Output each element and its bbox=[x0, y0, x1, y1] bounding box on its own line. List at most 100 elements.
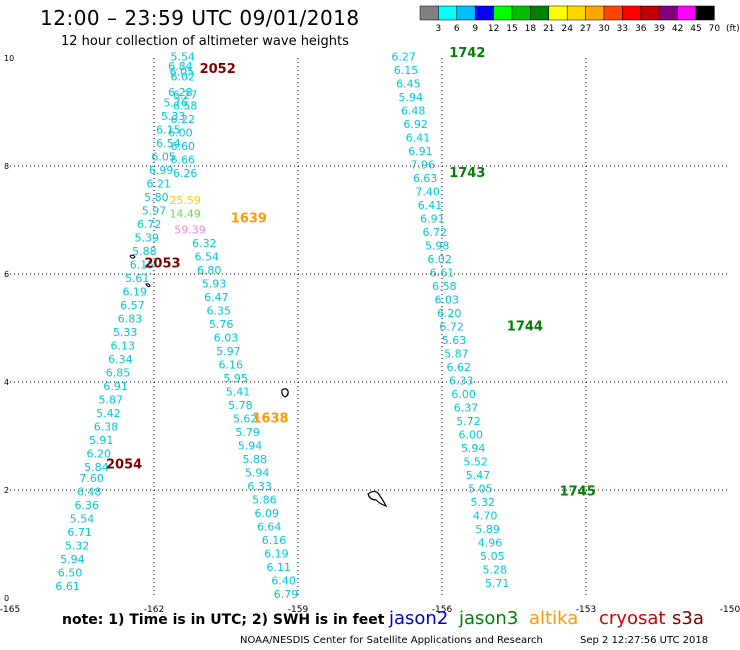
wave-height-label: 5.94 bbox=[245, 467, 270, 480]
wave-height-label: 5.41 bbox=[226, 386, 251, 399]
time-label: 1638 bbox=[252, 412, 288, 427]
time-label: 2053 bbox=[144, 257, 180, 272]
wave-height-label: 59.39 bbox=[174, 224, 206, 237]
wave-height-label: 6.33 bbox=[247, 480, 272, 493]
legend-label: 70 bbox=[709, 24, 721, 34]
timestamp-text: Sep 2 12:27:56 UTC 2018 bbox=[580, 635, 709, 646]
time-label: 1744 bbox=[507, 320, 543, 335]
wave-height-label: 6.72 bbox=[439, 321, 464, 334]
wave-height-label: 5.33 bbox=[113, 326, 138, 339]
wave-height-label: 5.95 bbox=[223, 372, 248, 385]
wave-height-label: 6.48 bbox=[401, 105, 426, 118]
y-tick-label: 2 bbox=[4, 486, 9, 495]
wave-height-label: 5.32 bbox=[471, 496, 496, 509]
wave-height-label: 6.00 bbox=[168, 126, 193, 139]
wave-height-label: 6.02 bbox=[427, 253, 452, 266]
time-label: 1639 bbox=[231, 212, 267, 227]
y-tick-label: 4 bbox=[4, 378, 9, 387]
x-tick-label: -156 bbox=[432, 605, 453, 615]
legend-label: 27 bbox=[580, 24, 591, 34]
time-label: 2054 bbox=[106, 457, 142, 472]
wave-height-label: 5.88 bbox=[132, 245, 157, 258]
wave-height-label: 5.97 bbox=[142, 205, 167, 218]
wave-height-label: 6.64 bbox=[257, 521, 282, 534]
wave-height-label: 6.71 bbox=[67, 526, 92, 539]
wave-height-label: 5.86 bbox=[252, 494, 277, 507]
legend-cryosat: cryosat bbox=[599, 608, 666, 629]
wave-height-label: 6.91 bbox=[408, 145, 433, 158]
wave-height-label: 6.58 bbox=[432, 280, 457, 293]
legend-label: 24 bbox=[561, 24, 573, 34]
wave-height-label: 6.19 bbox=[264, 548, 289, 561]
legend-swatch bbox=[456, 5, 476, 21]
time-label: 1742 bbox=[449, 46, 485, 61]
wave-height-label: 5.05 bbox=[468, 483, 493, 496]
x-tick-label: -162 bbox=[144, 605, 164, 615]
wave-height-label: 6.28 bbox=[168, 86, 193, 99]
data-points: 5.546.846.056.026.286.275.766.585.336.22… bbox=[55, 51, 509, 601]
wave-height-label: 6.37 bbox=[454, 402, 479, 415]
wave-height-label: 5.61 bbox=[125, 272, 150, 285]
legend-swatch bbox=[658, 5, 678, 21]
legend-swatch bbox=[548, 5, 568, 21]
wave-height-label: 5.94 bbox=[238, 440, 263, 453]
wave-height-label: 5.54 bbox=[171, 51, 196, 64]
wave-height-label: 6.22 bbox=[171, 113, 196, 126]
wave-height-label: 6.61 bbox=[55, 580, 80, 593]
wave-height-label: 5.88 bbox=[243, 453, 268, 466]
time-label: 1743 bbox=[449, 166, 485, 181]
wave-height-label: 6.80 bbox=[197, 264, 222, 277]
legend-swatch bbox=[622, 5, 642, 21]
legend-jason3: jason3 bbox=[459, 608, 519, 629]
wave-height-label: 6.05 bbox=[170, 65, 195, 78]
legend-label: 33 bbox=[617, 24, 628, 34]
wave-height-label: 6.27 bbox=[173, 89, 198, 102]
wave-height-label: 6.27 bbox=[391, 51, 416, 64]
wave-height-label: 6.47 bbox=[204, 291, 229, 304]
wave-height-label: 6.72 bbox=[423, 226, 448, 239]
wave-height-label: 5.54 bbox=[70, 512, 95, 525]
legend-swatch bbox=[566, 5, 586, 21]
wave-height-label: 6.40 bbox=[271, 575, 296, 588]
wave-height-label: 5.98 bbox=[425, 240, 450, 253]
y-tick-label: 0 bbox=[4, 594, 9, 603]
island-shape bbox=[129, 254, 136, 259]
legend-label: 15 bbox=[506, 24, 517, 34]
color-legend: 3 6 9 12 15 18 21 24 27 30 33 36 39 42 45 70 (ft) bbox=[419, 5, 740, 34]
coastline bbox=[129, 254, 388, 508]
x-tick-label: -159 bbox=[288, 605, 309, 615]
wave-height-label: 5.76 bbox=[163, 97, 188, 110]
wave-height-label: 6.32 bbox=[192, 237, 217, 250]
wave-height-label: 6.11 bbox=[267, 561, 292, 574]
wave-height-label: 5.80 bbox=[144, 191, 169, 204]
wave-height-label: 6.36 bbox=[75, 499, 100, 512]
legend-label: 12 bbox=[488, 24, 499, 34]
x-tick-label: -153 bbox=[576, 605, 596, 615]
wave-height-label: 6.21 bbox=[147, 178, 172, 191]
wave-height-label: 6.50 bbox=[58, 566, 83, 579]
legend-swatch bbox=[438, 5, 458, 21]
wave-height-label: 4.70 bbox=[473, 510, 498, 523]
legend-s3a: s3a bbox=[672, 608, 704, 629]
legend-swatch bbox=[640, 5, 660, 21]
legend-swatch bbox=[585, 5, 605, 21]
wave-height-label: 6.84 bbox=[168, 60, 193, 73]
legend-label: (ft) bbox=[726, 24, 740, 34]
time-label: 2052 bbox=[200, 62, 236, 77]
legend-swatch bbox=[530, 5, 550, 21]
wave-height-label: 6.13 bbox=[111, 340, 136, 353]
legend-label: 39 bbox=[653, 24, 665, 34]
wave-height-label: 6.02 bbox=[171, 71, 196, 84]
wave-height-label: 6.91 bbox=[420, 213, 445, 226]
wave-height-label: 5.52 bbox=[463, 456, 488, 469]
y-tick-label: 8 bbox=[4, 162, 9, 171]
legend-label: 18 bbox=[525, 24, 537, 34]
legend-label: 21 bbox=[543, 24, 554, 34]
wave-height-label: 5.05 bbox=[480, 550, 505, 563]
y-tick-label: 10 bbox=[4, 54, 14, 63]
wave-height-label: 25.59 bbox=[169, 194, 201, 207]
chart-title: 12:00 – 23:59 UTC 09/01/2018 bbox=[40, 6, 360, 30]
wave-height-label: 5.78 bbox=[228, 399, 253, 412]
legend-label: 6 bbox=[454, 24, 460, 34]
